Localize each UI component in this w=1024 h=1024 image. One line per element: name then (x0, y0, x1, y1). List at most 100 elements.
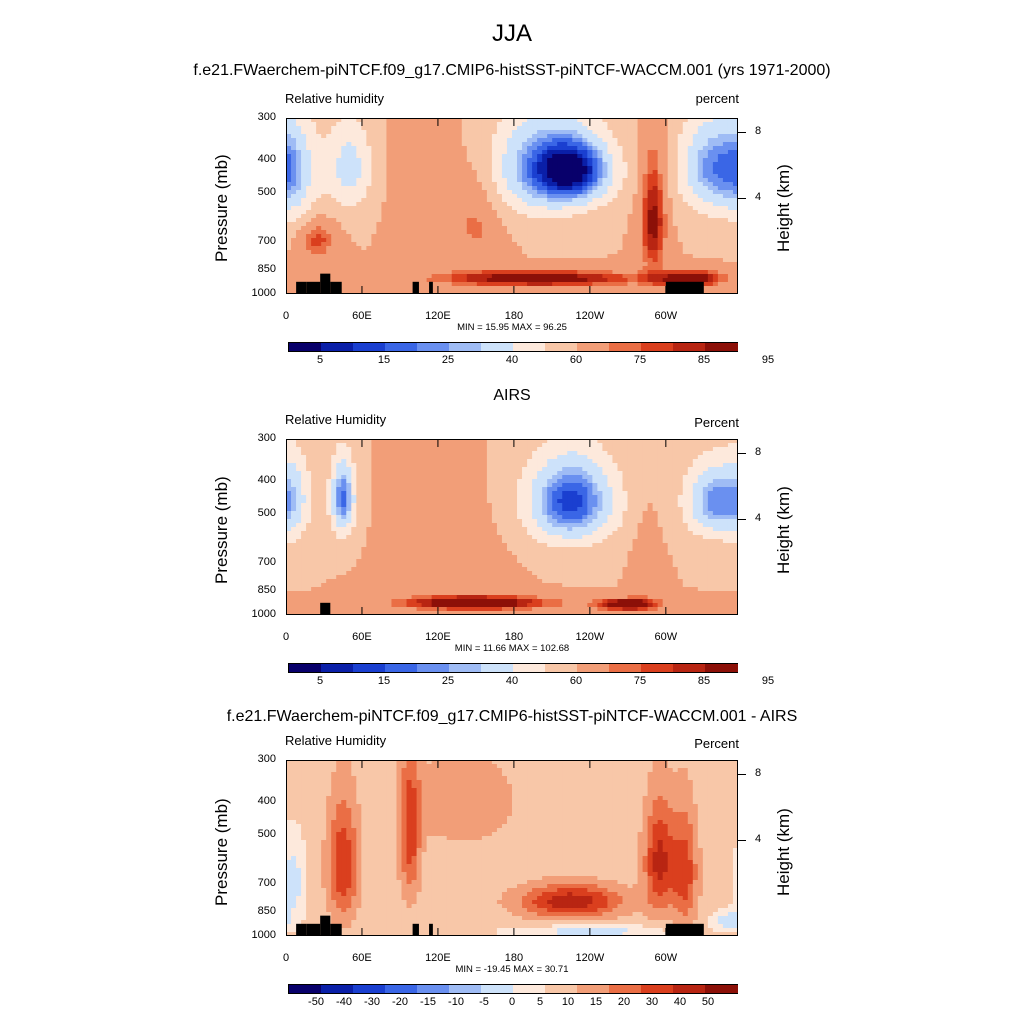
heatmap-cell (512, 118, 518, 123)
heatmap-cell (712, 166, 719, 171)
heatmap-cell (657, 451, 664, 456)
heatmap-cell (667, 158, 674, 163)
heatmap-cell (582, 246, 588, 251)
heatmap-cell (612, 262, 619, 267)
heatmap-cell (296, 210, 302, 215)
heatmap-cell (406, 258, 413, 263)
heatmap-cell (602, 182, 609, 187)
heatmap-cell (522, 278, 528, 283)
heatmap-cell (622, 150, 629, 155)
heatmap-cell (331, 238, 337, 243)
heatmap-cell (722, 274, 729, 279)
heatmap-cell (597, 174, 603, 179)
heatmap-cell (411, 214, 418, 219)
heatmap-cell (456, 290, 463, 294)
heatmap-cell (597, 134, 603, 139)
heatmap-cell (572, 479, 578, 484)
heatmap-cell (717, 471, 724, 476)
heatmap-cell (702, 142, 709, 147)
heatmap-cell (567, 270, 573, 275)
heatmap-cell (411, 250, 418, 255)
heatmap-cell (687, 162, 694, 167)
heatmap-cell (376, 178, 383, 183)
heatmap-cell (436, 447, 443, 452)
heatmap-cell (672, 142, 679, 147)
heatmap-cell (652, 150, 659, 155)
heatmap-cell (456, 210, 463, 215)
heatmap-cell (496, 274, 503, 279)
heatmap-cell (421, 186, 428, 191)
heatmap-cell (306, 451, 312, 456)
heatmap-cell (291, 471, 297, 476)
heatmap-cell (486, 226, 493, 231)
heatmap-cell (406, 475, 413, 480)
heatmap-cell (717, 122, 724, 127)
heatmap-cell (632, 166, 639, 171)
heatmap-cell (622, 254, 629, 259)
heatmap-cell (662, 162, 669, 167)
heatmap-cell (331, 210, 337, 215)
heatmap-cell (476, 206, 483, 211)
heatmap-cell (717, 246, 724, 251)
heatmap-cell (652, 206, 659, 211)
heatmap-cell (702, 210, 709, 215)
heatmap-cell (612, 122, 619, 127)
heatmap-cell (627, 234, 634, 239)
heatmap-cell (672, 158, 679, 163)
heatmap-cell (612, 154, 619, 159)
heatmap-cell (416, 182, 423, 187)
heatmap-cell (456, 130, 463, 135)
heatmap-cell (602, 170, 609, 175)
heatmap-cell (727, 278, 734, 283)
heatmap-cell (582, 270, 588, 275)
heatmap-cell (522, 479, 528, 484)
heatmap-cell (441, 166, 448, 171)
heatmap-cell (557, 178, 563, 183)
heatmap-cell (712, 178, 719, 183)
heatmap-cell (401, 210, 408, 215)
heatmap-cell (607, 443, 614, 448)
heatmap-cell (326, 138, 332, 143)
heatmap-cell (707, 206, 714, 211)
heatmap-cell (642, 262, 649, 267)
heatmap-cell (512, 266, 518, 271)
heatmap-cell (622, 443, 629, 448)
heatmap-cell (677, 475, 684, 480)
heatmap-cell (682, 126, 689, 131)
heatmap-cell (446, 130, 453, 135)
heatmap-cell (321, 182, 327, 187)
heatmap-cell (577, 286, 583, 291)
heatmap-cell (316, 226, 322, 231)
heatmap-cell (707, 174, 714, 179)
heatmap-cell (296, 467, 302, 472)
heatmap-cell (672, 258, 679, 263)
heatmap-cell (461, 238, 468, 243)
heatmap-cell (677, 463, 684, 468)
heatmap-cell (512, 475, 518, 480)
heatmap-cell (622, 451, 629, 456)
heatmap-cell (522, 166, 528, 171)
heatmap-cell (732, 190, 738, 195)
heatmap-cell (466, 218, 473, 223)
heatmap-cell (336, 194, 342, 199)
heatmap-cell (732, 118, 738, 123)
heatmap-cell (637, 270, 644, 275)
heatmap-cell (707, 190, 714, 195)
heatmap-cell (622, 278, 629, 283)
heatmap-cell (627, 218, 634, 223)
heatmap-cell (461, 286, 468, 291)
heatmap-cell (532, 447, 538, 452)
heatmap-cell (356, 282, 362, 287)
heatmap-cell (732, 170, 738, 175)
heatmap-cell (697, 130, 704, 135)
heatmap-cell (421, 475, 428, 480)
heatmap-cell (396, 138, 403, 143)
heatmap-cell (406, 194, 413, 199)
heatmap-cell (491, 467, 498, 472)
heatmap-cell (717, 226, 724, 231)
heatmap-cell (386, 210, 393, 215)
heatmap-cell (712, 150, 719, 155)
colorbar-label: 75 (633, 354, 647, 366)
heatmap-cell (622, 242, 629, 247)
heatmap-cell (657, 154, 664, 159)
